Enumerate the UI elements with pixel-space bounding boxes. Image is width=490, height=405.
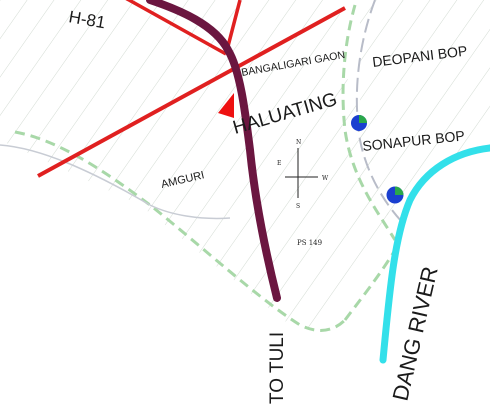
dang-river-label: DANG RIVER — [388, 264, 443, 403]
ps-label: PS 149 — [297, 239, 322, 247]
boundary-thin-2 — [149, 204, 231, 220]
boundary-grey — [355, 0, 406, 226]
compass-rose-icon: N S E W — [277, 139, 329, 210]
bop-marker-icon[interactable] — [386, 186, 404, 204]
boundary-green-north — [341, 4, 397, 241]
road-red-west — [125, 0, 227, 56]
compass-west: W — [322, 175, 329, 182]
road-to-tuli — [146, 0, 281, 302]
boundary-green-east — [343, 249, 397, 321]
road-red-diagonal — [37, 6, 346, 178]
to-tuli-label: TO TULI — [267, 332, 288, 404]
sonapur-bop-marker-icon[interactable] — [351, 115, 367, 131]
location-marker-icon[interactable] — [218, 93, 234, 118]
compass-south: S — [296, 203, 300, 210]
compass-north: N — [296, 139, 301, 146]
dang-river — [379, 144, 490, 364]
compass-east: E — [277, 160, 281, 167]
boundary-thin — [0, 144, 151, 206]
